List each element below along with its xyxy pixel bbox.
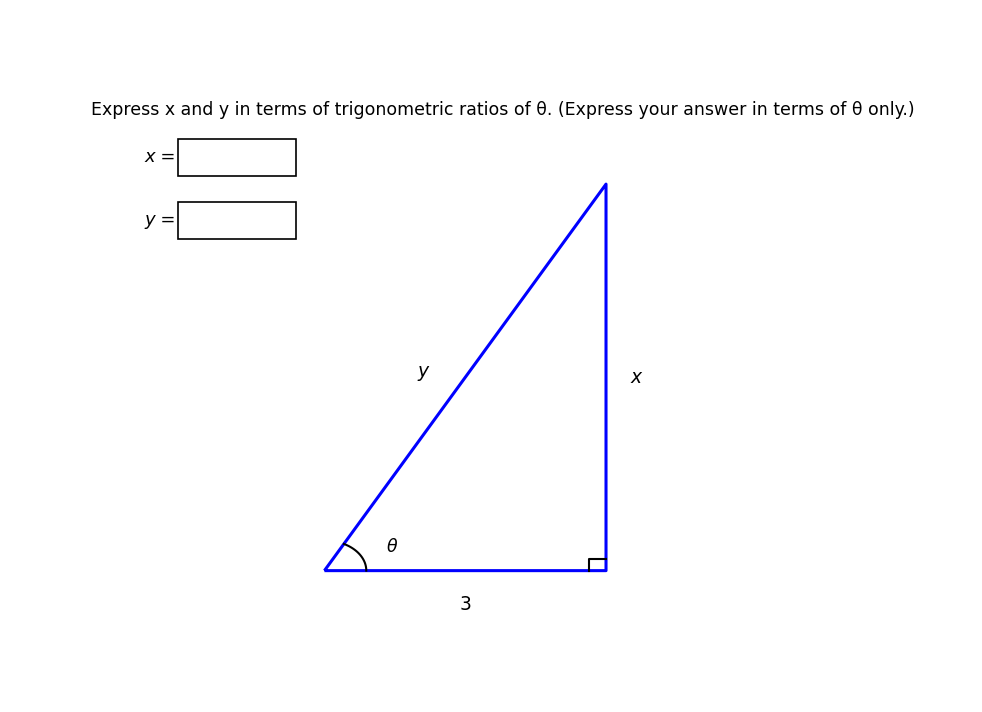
Text: x =: x = (144, 148, 176, 167)
Text: y =: y = (144, 211, 176, 229)
Text: Express x and y in terms of trigonometric ratios of θ. (Express your answer in t: Express x and y in terms of trigonometri… (91, 101, 915, 119)
Text: y: y (417, 362, 429, 382)
Bar (178, 139, 296, 176)
Bar (178, 201, 296, 239)
Text: θ: θ (387, 538, 398, 555)
Text: 3: 3 (460, 595, 471, 614)
Text: x: x (630, 368, 641, 387)
